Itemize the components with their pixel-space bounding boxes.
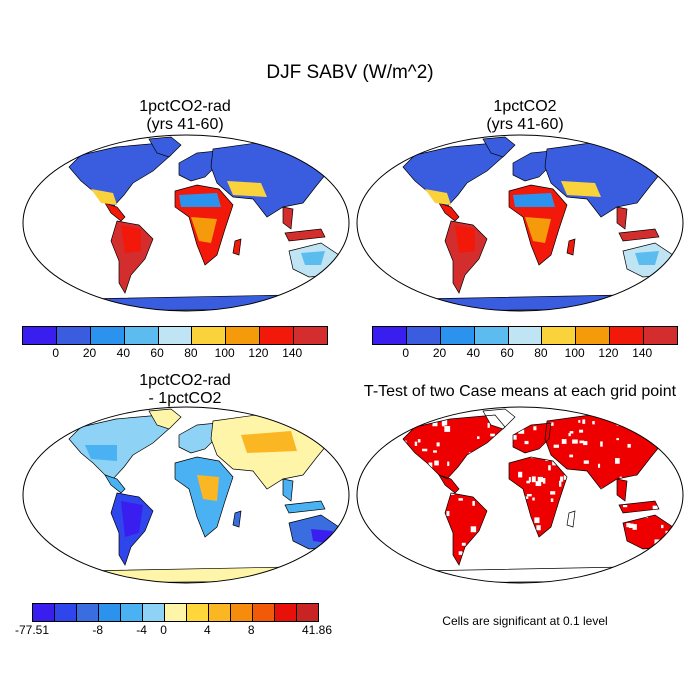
land-europe: [178, 422, 218, 454]
panel-title-ttest: T-Test of two Case means at each grid po…: [363, 383, 677, 400]
colorbar-box: [275, 604, 297, 621]
colorbar-box: [373, 327, 407, 344]
colorbar-box: [55, 604, 77, 621]
colorbar-box: [165, 604, 187, 621]
land-indonesia: [618, 228, 660, 242]
land-greenland: [482, 136, 516, 158]
colorbar-box: [474, 327, 509, 344]
land-camerica: [104, 474, 126, 494]
colorbar-box: [187, 604, 209, 621]
colorbar-label: 100: [214, 346, 235, 360]
land-madag: [232, 238, 242, 256]
colorbar-label: 140: [282, 346, 303, 360]
panel-title-rad: 1pctCO2-rad (yrs 41-60): [139, 98, 231, 133]
colorbar-label: 80: [534, 346, 548, 360]
land-indochina: [616, 206, 628, 230]
colorbar-label: -77.51: [14, 623, 50, 637]
colorbar-abs-right: [372, 326, 678, 345]
colorbar-label: 20: [432, 346, 447, 360]
land-madag: [232, 510, 242, 528]
map-diff: [22, 406, 350, 584]
colorbar-label: 60: [150, 346, 164, 360]
land-antarctica: [76, 294, 300, 311]
land-camerica: [104, 202, 126, 222]
colorbar-box: [158, 327, 193, 344]
land-namerica: [402, 142, 506, 208]
colorbar-box: [294, 327, 328, 344]
colorbar-box: [231, 604, 253, 621]
significant-indochina: [617, 479, 627, 501]
land-europe: [178, 150, 218, 182]
colorbar-label: 0: [52, 346, 60, 360]
colorbar-label: 40: [466, 346, 480, 360]
significant-africa: [509, 457, 567, 537]
colorbar-box: [90, 327, 125, 344]
colorbar-label: 120: [248, 346, 269, 360]
land-madag: [566, 238, 576, 256]
colorbar-box: [77, 604, 99, 621]
land-greenland: [148, 408, 182, 430]
land-camerica: [438, 202, 460, 222]
land-namerica: [68, 414, 172, 480]
colorbar-box: [99, 604, 121, 621]
colorbar-box: [508, 327, 543, 344]
colorbar-box: [576, 327, 611, 344]
colorbar-label: 80: [184, 346, 198, 360]
land-samerica: [444, 220, 488, 294]
colorbar-label: 41.86: [301, 623, 333, 637]
colorbar-label: 120: [598, 346, 619, 360]
land-antarctica: [76, 566, 300, 583]
colorbar-label: 8: [247, 623, 255, 637]
land-europe: [512, 150, 552, 182]
colorbar-box: [253, 604, 275, 621]
colorbar-label: -8: [92, 623, 104, 637]
colorbar-box: [610, 327, 645, 344]
colorbar-box: [644, 327, 678, 344]
colorbar-box: [33, 604, 55, 621]
colorbar-abs-left: [22, 326, 328, 345]
colorbar-box: [209, 604, 231, 621]
colorbar-box: [542, 327, 577, 344]
significance-note: Cells are significant at 0.1 level: [442, 614, 608, 628]
land-namerica: [68, 142, 172, 208]
colorbar-box: [124, 327, 159, 344]
colorbar-label: 20: [82, 346, 97, 360]
map-1pct: [356, 134, 684, 312]
colorbar-label: 40: [116, 346, 130, 360]
colorbar-box: [440, 327, 475, 344]
land-indochina: [282, 206, 294, 230]
significant-namerica: [403, 415, 505, 479]
land-indonesia: [284, 228, 326, 242]
significant-samerica: [445, 493, 487, 565]
panel-title-diff: 1pctCO2-rad - 1pctCO2: [139, 372, 231, 407]
colorbar-box: [23, 327, 57, 344]
colorbar-box: [297, 604, 318, 621]
colorbar-box: [121, 604, 143, 621]
colorbar-label: 100: [564, 346, 585, 360]
colorbar-box: [406, 327, 441, 344]
map-ttest: [356, 406, 684, 584]
colorbar-label: 0: [402, 346, 410, 360]
colorbar-box: [143, 604, 165, 621]
map-rad: [22, 134, 350, 312]
colorbar-box: [260, 327, 295, 344]
panel-title-1pct: 1pctCO2 (yrs 41-60): [486, 98, 564, 133]
colorbar-label: 140: [632, 346, 653, 360]
figure-title: DJF SABV (W/m^2): [266, 62, 434, 83]
colorbar-label: 4: [204, 623, 211, 637]
land-samerica: [110, 220, 154, 294]
land-greenland: [148, 136, 182, 158]
colorbar-box: [56, 327, 91, 344]
land-antarctica: [410, 294, 634, 311]
land-indochina: [282, 478, 294, 502]
colorbar-diff: [32, 603, 319, 622]
significant-camerica: [439, 475, 459, 493]
colorbar-label: -4: [136, 623, 147, 637]
colorbar-label: 0: [160, 623, 167, 637]
colorbar-box: [226, 327, 261, 344]
colorbar-box: [192, 327, 227, 344]
colorbar-label: 60: [500, 346, 514, 360]
land-indonesia: [284, 500, 326, 514]
